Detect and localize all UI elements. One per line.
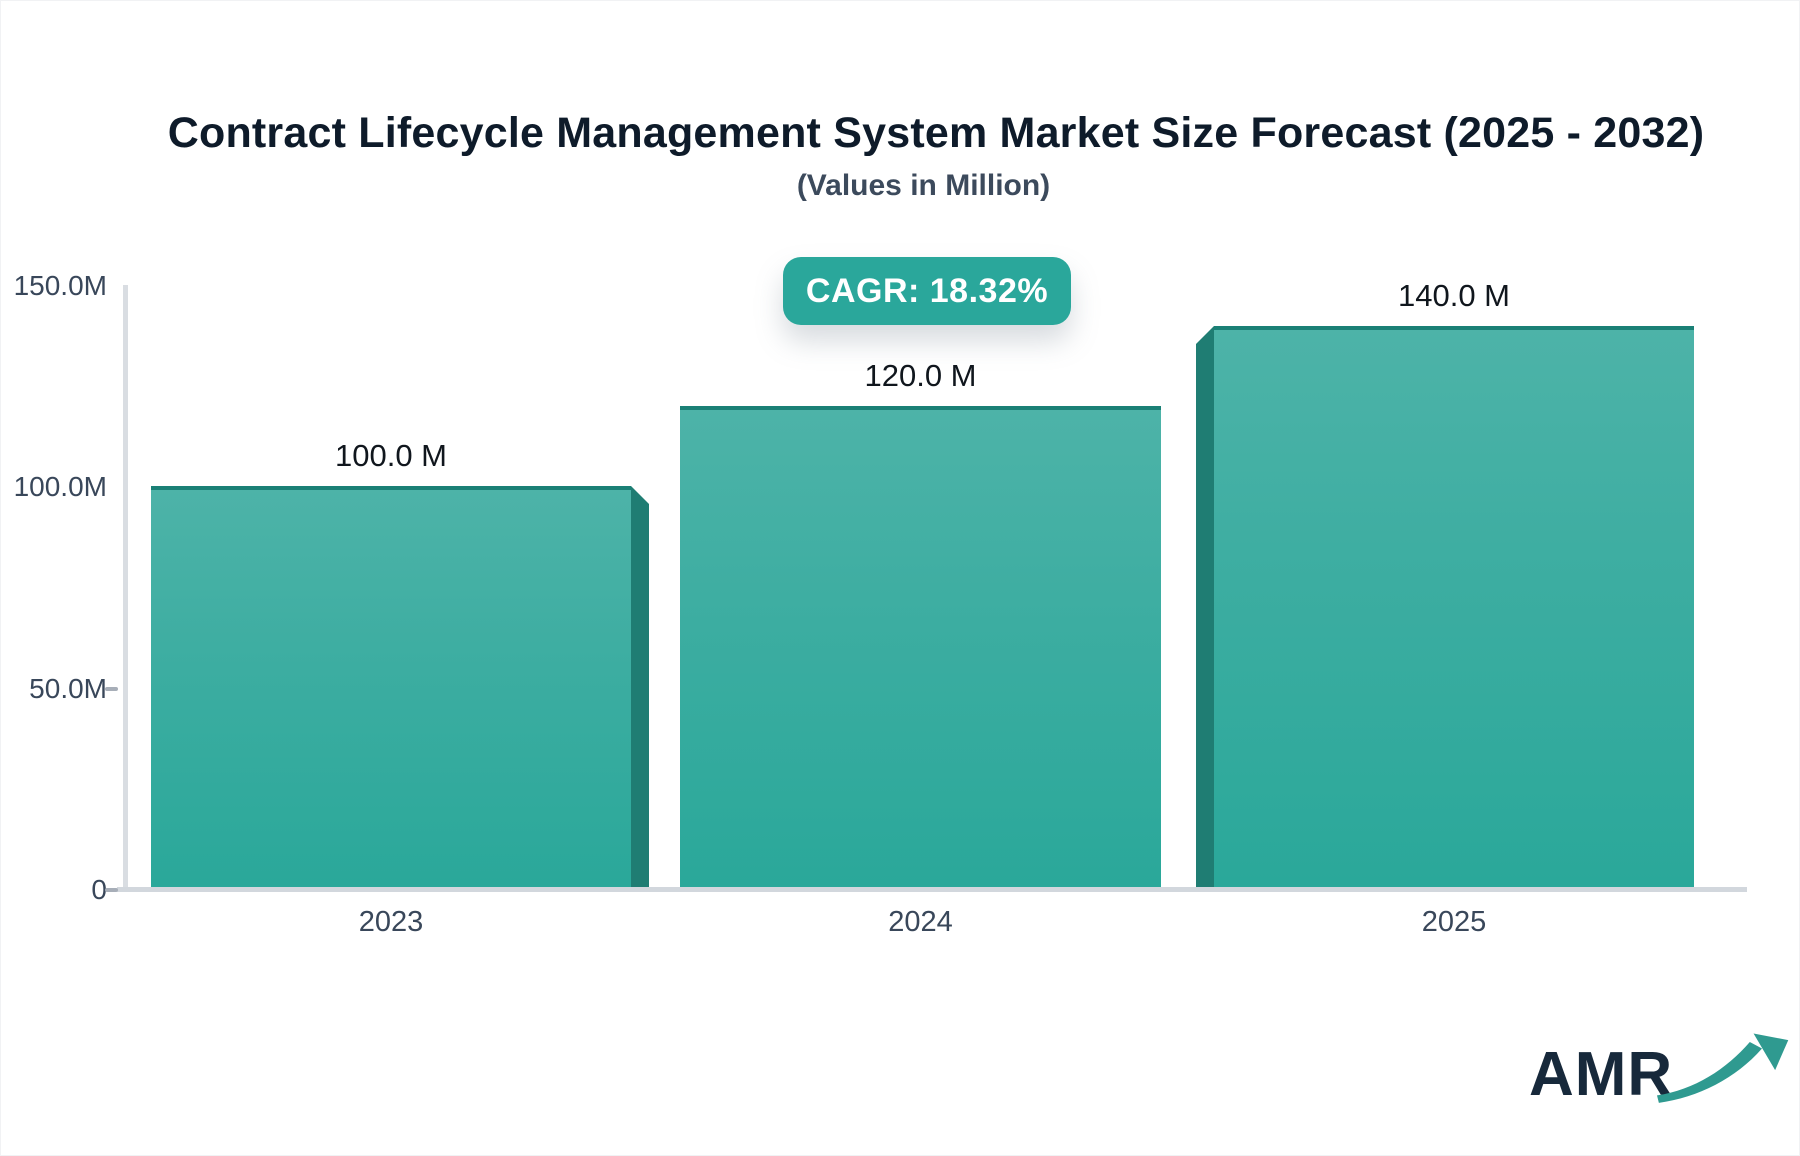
y-tick-label-50: 50.0M xyxy=(29,673,107,704)
bar-2025-side xyxy=(1196,326,1214,887)
y-tick-label-100: 100.0M xyxy=(13,471,107,502)
x-axis-label-2023: 2023 xyxy=(358,906,424,938)
y-tick-mark-0 xyxy=(105,888,118,892)
cagr-badge-label: CAGR: 18.32% xyxy=(805,271,1049,310)
y-axis-line xyxy=(123,285,128,889)
bar-2023 xyxy=(151,486,631,887)
growth-arrow-icon xyxy=(1657,1033,1789,1103)
bar-2023-side xyxy=(631,486,649,887)
y-tick-mark-50 xyxy=(105,687,118,691)
chart-title: Contract Lifecycle Management System Mar… xyxy=(167,109,1705,157)
y-tick-label-150: 150.0M xyxy=(13,270,107,301)
amr-logo: AMR xyxy=(1529,1031,1789,1121)
cagr-badge: CAGR: 18.32% xyxy=(783,257,1071,325)
chart-subtitle: (Values in Million) xyxy=(796,169,1051,202)
bar-2024 xyxy=(680,406,1161,887)
amr-logo-text: AMR xyxy=(1529,1040,1674,1109)
y-tick-label-0: 0 xyxy=(91,874,107,905)
bar-2025-value-label: 140.0 M xyxy=(1397,278,1510,313)
x-axis-label-2025: 2025 xyxy=(1421,906,1487,938)
bar-2024-value-label: 120.0 M xyxy=(864,358,977,393)
bar-2023-value-label: 100.0 M xyxy=(334,438,447,473)
x-axis-line xyxy=(117,887,1747,892)
x-axis-label-2024: 2024 xyxy=(888,906,953,938)
bar-2025 xyxy=(1214,326,1694,887)
